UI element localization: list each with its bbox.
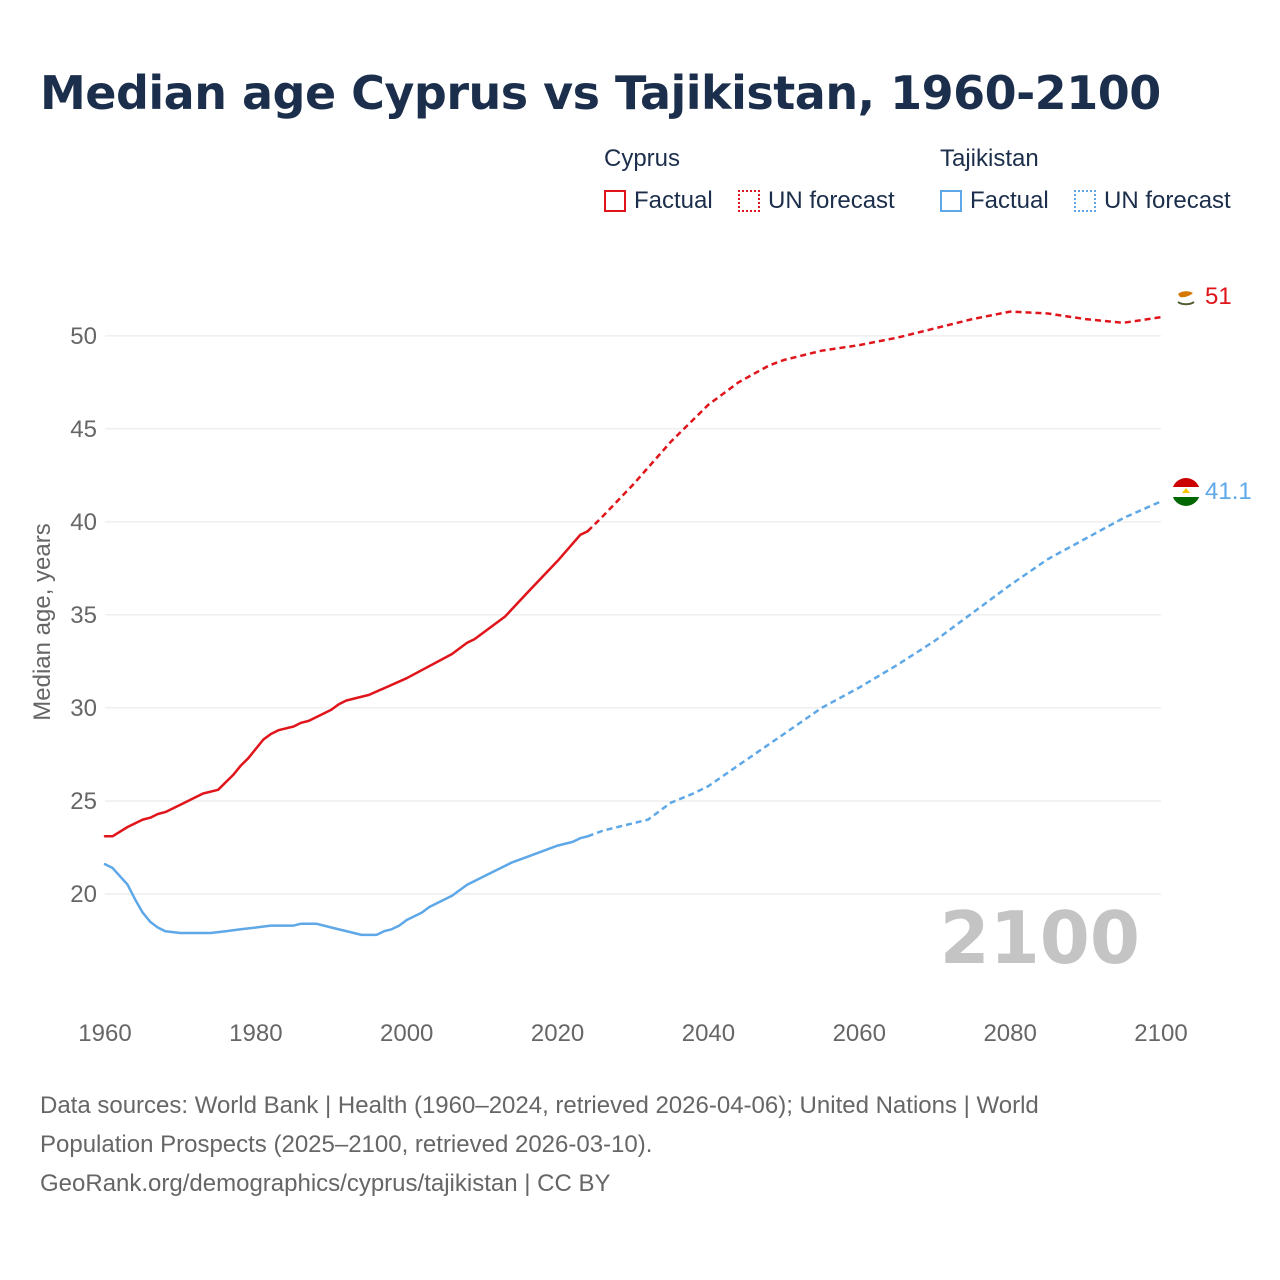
series-line-cyprus-forecast[interactable] [586,310,1162,533]
series-line-tajikistan-factual[interactable] [103,835,589,937]
legend-cyprus-title: Cyprus [604,145,681,172]
legend-cyprus-forecast[interactable]: UN forecast [738,187,895,215]
x-tick-label: 1980 [229,1020,282,1047]
legend-cyprus-factual[interactable]: Factual [604,187,713,215]
legend-label: UN forecast [1104,187,1231,214]
legend-swatch-solid-red [604,190,626,212]
legend-label: Factual [634,187,713,214]
legend-swatch-solid-blue [940,190,962,212]
legend-label: Factual [970,187,1049,214]
y-tick-label: 50 [70,323,97,350]
sources-line: Data sources: World Bank | Health (1960–… [40,1092,1039,1119]
series-line-cyprus-factual[interactable] [103,529,589,838]
series-line-tajikistan-forecast[interactable] [587,500,1162,838]
x-axis-ticks: 1960 1980 2000 2020 2040 2060 2080 2100 [78,1020,1187,1047]
end-label-tajikistan: 41.1 [1205,478,1252,505]
legend-tajikistan-title: Tajikistan [940,145,1039,172]
legend-tajikistan-forecast[interactable]: UN forecast [1074,187,1231,215]
y-axis-ticks: 20 25 30 35 40 45 50 [70,323,97,908]
sources-line: Population Prospects (2025–2100, retriev… [40,1131,653,1158]
sources-link[interactable]: GeoRank.org/demographics/cyprus/tajikist… [40,1170,611,1197]
x-tick-label: 2000 [380,1020,433,1047]
sources-footer: Data sources: World Bank | Health (1960–… [40,1086,1190,1203]
y-axis-label: Median age, years [29,523,56,720]
legend-swatch-dotted-blue [1074,190,1096,212]
y-tick-label: 20 [70,881,97,908]
y-tick-label: 25 [70,788,97,815]
x-tick-label: 2020 [531,1020,584,1047]
y-tick-label: 35 [70,602,97,629]
x-tick-label: 2060 [833,1020,886,1047]
y-tick-label: 45 [70,416,97,443]
tajikistan-flag-icon [1172,478,1200,506]
chart-title: Median age Cyprus vs Tajikistan, 1960-21… [40,66,1161,120]
end-label-cyprus: 51 [1205,283,1232,310]
cyprus-flag-icon [1173,284,1199,310]
legend-label: UN forecast [768,187,895,214]
grid-lines [105,335,1161,895]
y-tick-label: 40 [70,509,97,536]
legend-tajikistan-factual[interactable]: Factual [940,187,1049,215]
line-chart: 20 25 30 35 40 45 50 1960 1980 2000 2020 2040 2060 2… [29,283,1252,1047]
legend-swatch-dotted-red [738,190,760,212]
x-tick-label: 2080 [983,1020,1036,1047]
x-tick-label: 2100 [1134,1020,1187,1047]
y-tick-label: 30 [70,695,97,722]
x-tick-label: 1960 [78,1020,131,1047]
year-watermark: 2100 [940,896,1140,980]
series-lines [103,310,1162,937]
x-tick-label: 2040 [682,1020,735,1047]
